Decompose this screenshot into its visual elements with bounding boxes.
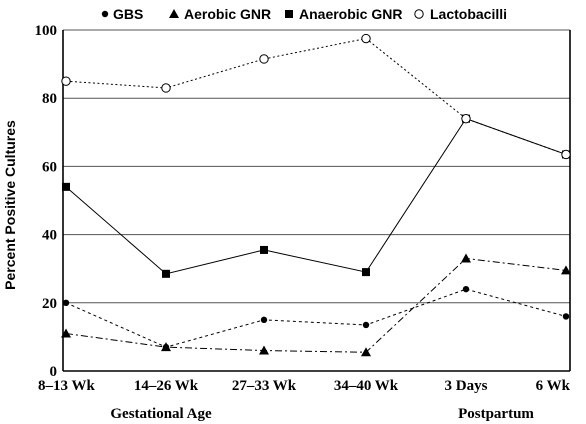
y-axis-label: Percent Positive Cultures <box>2 120 18 290</box>
data-point-3-1 <box>161 83 171 93</box>
legend-label-aerobic-gnr: Aerobic GNR <box>184 6 271 22</box>
data-point-1-0 <box>61 328 71 338</box>
series-line-1 <box>65 257 567 353</box>
legend-label-anaerobic-gnr: Anaerobic GNR <box>299 6 402 22</box>
data-point-0-2 <box>260 316 268 324</box>
data-point-1-2 <box>259 345 269 355</box>
grid-lines <box>63 29 570 304</box>
y-tick-label-20: 20 <box>42 296 57 312</box>
series-0 <box>62 285 570 351</box>
axes <box>62 30 571 372</box>
y-tick-label-0: 0 <box>50 364 58 380</box>
y-tick-label-80: 80 <box>42 91 57 107</box>
data-point-1-1 <box>161 342 171 352</box>
legend: GBS Aerobic GNR Anaerobic GNR Lactobacil… <box>101 6 507 22</box>
data-point-1-5 <box>561 265 571 275</box>
data-point-0-3 <box>362 321 370 329</box>
data-point-3-0 <box>61 76 71 86</box>
series-3 <box>61 33 571 160</box>
data-point-2-2 <box>260 245 268 254</box>
data-point-2-1 <box>162 269 170 278</box>
x-tick-label-4: 3 Days <box>445 378 488 394</box>
data-point-0-0 <box>62 299 70 306</box>
postpartum-label: Postpartum <box>458 406 534 422</box>
x-tick-label-5: 6 Wk <box>536 378 571 394</box>
x-tick-label-0: 8–13 Wk <box>38 378 95 394</box>
x-tick-label-3: 34–40 Wk <box>334 378 399 394</box>
legend-label-lactobacilli: Lactobacilli <box>430 6 507 22</box>
y-tick-labels: 0 20 40 60 80 100 <box>35 23 58 380</box>
data-point-1-3 <box>361 347 371 357</box>
data-point-0-4 <box>462 285 470 293</box>
gestational-age-label: Gestational Age <box>110 406 212 422</box>
data-point-2-3 <box>362 268 370 277</box>
x-tick-label-2: 27–33 Wk <box>232 378 297 394</box>
y-tick-label-100: 100 <box>35 23 58 39</box>
series-line-0 <box>65 288 567 348</box>
data-point-3-3 <box>361 33 371 44</box>
data-point-3-5 <box>561 149 571 160</box>
y-tick-label-40: 40 <box>42 228 57 244</box>
legend-label-gbs: GBS <box>113 6 143 22</box>
series-2 <box>62 114 570 278</box>
series-1 <box>61 253 571 357</box>
series-line-2 <box>65 118 567 275</box>
legend-marker-2 <box>285 10 293 18</box>
data-point-3-4 <box>461 113 471 124</box>
data-point-2-0 <box>62 182 70 191</box>
x-tick-label-1: 14–26 Wk <box>134 378 199 394</box>
data-point-1-4 <box>461 253 471 263</box>
series-line-3 <box>65 37 567 155</box>
data-point-3-2 <box>259 54 269 64</box>
legend-marker-0 <box>101 10 109 18</box>
legend-marker-3 <box>414 9 424 19</box>
y-tick-label-60: 60 <box>42 159 57 175</box>
series-layer <box>61 33 571 357</box>
legend-marker-1 <box>169 9 179 18</box>
data-point-0-5 <box>562 313 570 320</box>
x-tick-labels: 8–13 Wk 14–26 Wk 27–33 Wk 34–40 Wk 3 Days 6 W… <box>38 378 571 394</box>
